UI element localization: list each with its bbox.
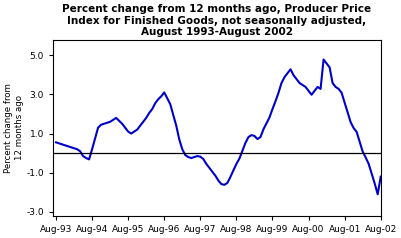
Y-axis label: Percent change from
12 months ago: Percent change from 12 months ago	[4, 83, 24, 173]
Title: Percent change from 12 months ago, Producer Price
Index for Finished Goods, not : Percent change from 12 months ago, Produ…	[62, 4, 371, 37]
